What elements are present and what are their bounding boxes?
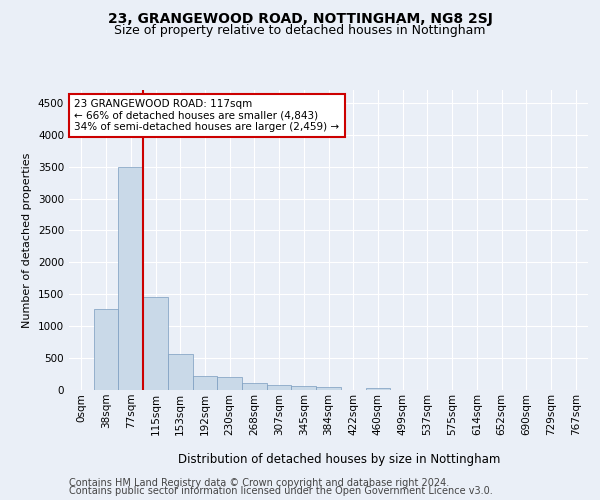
Text: Size of property relative to detached houses in Nottingham: Size of property relative to detached ho… [114, 24, 486, 37]
Text: 23, GRANGEWOOD ROAD, NOTTINGHAM, NG8 2SJ: 23, GRANGEWOOD ROAD, NOTTINGHAM, NG8 2SJ [107, 12, 493, 26]
Y-axis label: Number of detached properties: Number of detached properties [22, 152, 32, 328]
Text: Distribution of detached houses by size in Nottingham: Distribution of detached houses by size … [178, 452, 500, 466]
Bar [267, 385, 292, 390]
Bar [365, 388, 390, 390]
Bar [316, 387, 341, 390]
Bar [118, 166, 143, 390]
Text: Contains HM Land Registry data © Crown copyright and database right 2024.: Contains HM Land Registry data © Crown c… [69, 478, 449, 488]
Text: Contains public sector information licensed under the Open Government Licence v3: Contains public sector information licen… [69, 486, 493, 496]
Bar [292, 386, 316, 390]
Bar [143, 298, 168, 390]
Bar [242, 383, 267, 390]
Bar [217, 376, 242, 390]
Bar [193, 376, 217, 390]
Text: 23 GRANGEWOOD ROAD: 117sqm
← 66% of detached houses are smaller (4,843)
34% of s: 23 GRANGEWOOD ROAD: 117sqm ← 66% of deta… [74, 99, 340, 132]
Bar [168, 354, 193, 390]
Bar [94, 309, 118, 390]
